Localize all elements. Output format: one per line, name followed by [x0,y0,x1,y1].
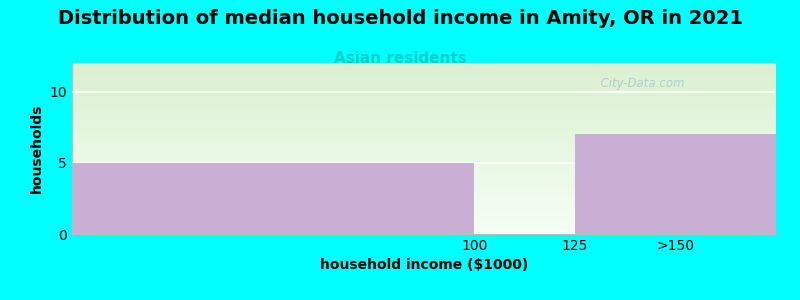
Text: Asian residents: Asian residents [334,51,466,66]
Y-axis label: households: households [30,104,44,193]
X-axis label: household income ($1000): household income ($1000) [320,258,528,272]
Text: Distribution of median household income in Amity, OR in 2021: Distribution of median household income … [58,9,742,28]
Bar [72,163,474,234]
Bar [575,134,776,234]
Text: City-Data.com: City-Data.com [593,77,685,90]
